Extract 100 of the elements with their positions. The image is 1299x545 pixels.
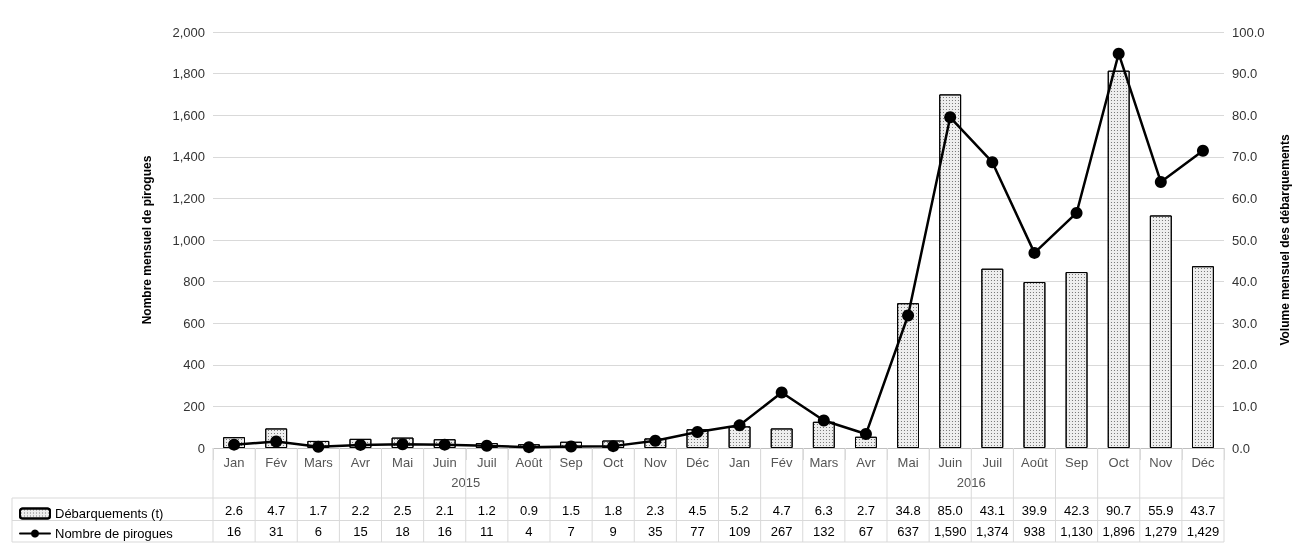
y-tick-label: 2,000 [172, 24, 205, 40]
x-tick-label: Avr [856, 455, 877, 470]
y2-axis-title: Volume mensuel des débarquements [1278, 134, 1292, 346]
x-tick-label: Jan [223, 455, 245, 470]
x-tick-label: Avr [350, 455, 371, 470]
x-tick-label: Jan [729, 455, 751, 470]
x-tick-label: Oct [603, 455, 624, 470]
point [396, 438, 409, 451]
data-label: 2.7 [856, 502, 875, 518]
x-tick-label: Août [515, 455, 543, 470]
y2-tick-label: 30.0 [1232, 315, 1258, 331]
data-label: 2.6 [225, 502, 244, 518]
data-label: 4.7 [772, 502, 791, 518]
data-label: 1,896 [1102, 523, 1135, 539]
data-label: 4.7 [267, 502, 286, 518]
data-label: 1.7 [309, 502, 328, 518]
data-label: 77 [690, 523, 705, 539]
point [691, 425, 704, 438]
data-label: 39.9 [1021, 502, 1048, 518]
data-label: 4 [525, 523, 533, 539]
data-label: 55.9 [1148, 502, 1174, 518]
y-tick-label: 200 [183, 398, 205, 414]
y2-tick-label: 50.0 [1232, 232, 1258, 248]
y-tick-label: 400 [183, 357, 205, 373]
data-label: 7 [567, 523, 575, 539]
data-label: 11 [480, 523, 494, 539]
x-tick-label: Mars [303, 455, 334, 470]
x-tick-label: Juin [432, 455, 457, 470]
x-tick-label: Mai [897, 455, 919, 470]
x-tick-label: Fév [265, 455, 288, 470]
x-tick-label: Juil [982, 455, 1003, 470]
data-label: 2.5 [393, 502, 412, 518]
data-label: 42.3 [1063, 502, 1090, 518]
x-tick-label: Juin [938, 455, 963, 470]
data-label: 15 [353, 523, 368, 539]
x-tick-label: Août [1021, 455, 1049, 470]
point [986, 156, 999, 169]
legend-label: Nombre de pirogues [55, 526, 174, 541]
data-label: 1,130 [1060, 523, 1093, 539]
x-tick-label: Fév [770, 455, 794, 470]
data-label: 267 [770, 523, 793, 539]
y2-tick-label: 70.0 [1232, 149, 1258, 165]
y2-tick-label: 0.0 [1232, 440, 1251, 456]
y2-tick-label: 100.0 [1232, 24, 1265, 40]
y-tick-label: 1,400 [172, 149, 205, 165]
y-tick-label: 1,200 [172, 190, 205, 206]
data-label: 43.7 [1190, 502, 1216, 518]
data-label: 6.3 [814, 502, 833, 518]
data-label: 2.1 [435, 502, 454, 518]
x-tick-label: Mars [809, 455, 839, 470]
point [1028, 246, 1041, 259]
data-label: 1,374 [976, 523, 1009, 539]
data-label: 5.2 [730, 502, 749, 518]
data-label: 1.8 [604, 502, 623, 518]
y2-tick-label: 40.0 [1232, 274, 1258, 290]
data-label: 1,590 [933, 523, 967, 539]
x-tick-label: Juil [477, 455, 497, 470]
x-tick-label: Déc [685, 455, 710, 470]
x-tick-label: Déc [1191, 455, 1215, 470]
data-label: 67 [858, 523, 874, 539]
data-label: 18 [395, 523, 410, 539]
data-label: 2.2 [351, 502, 370, 518]
point [565, 440, 578, 453]
y2-tick-label: 90.0 [1232, 66, 1258, 82]
legend-label: Débarquements (t) [55, 506, 164, 521]
data-label: 6 [314, 523, 322, 539]
point [1196, 144, 1209, 157]
x-tick-label: Mai [392, 455, 414, 470]
point [480, 439, 493, 452]
x-tick-label: Oct [1108, 455, 1130, 470]
point [775, 386, 788, 399]
data-label: 132 [812, 523, 835, 539]
point [859, 428, 872, 441]
data-label: 1.2 [477, 502, 496, 518]
point [607, 440, 620, 453]
data-label: 2.3 [646, 502, 665, 518]
point [944, 111, 957, 124]
point [1070, 206, 1083, 219]
data-label: 109 [728, 523, 751, 539]
point [733, 419, 746, 432]
point [1112, 47, 1125, 60]
point [522, 441, 535, 454]
y-tick-label: 1,600 [172, 107, 205, 123]
data-label: 1.5 [562, 502, 581, 518]
x-tick-label: Nov [1149, 455, 1173, 470]
data-label: 43.1 [979, 502, 1005, 518]
y-tick-label: 1,000 [172, 232, 205, 248]
y2-tick-label: 20.0 [1232, 357, 1258, 373]
x-tick-label: Sep [1064, 455, 1089, 470]
point [312, 440, 325, 453]
data-label: 0.9 [519, 502, 538, 518]
x-tick-label: Sep [559, 455, 583, 470]
data-label: 16 [437, 523, 452, 539]
data-label: 4.5 [688, 502, 707, 518]
data-label: 35 [648, 523, 663, 539]
point [1154, 175, 1167, 188]
point [649, 434, 662, 447]
y-axis-title: Nombre mensuel de pirogues [140, 155, 154, 325]
data-label: 637 [897, 523, 919, 539]
y2-tick-label: 10.0 [1232, 398, 1258, 414]
